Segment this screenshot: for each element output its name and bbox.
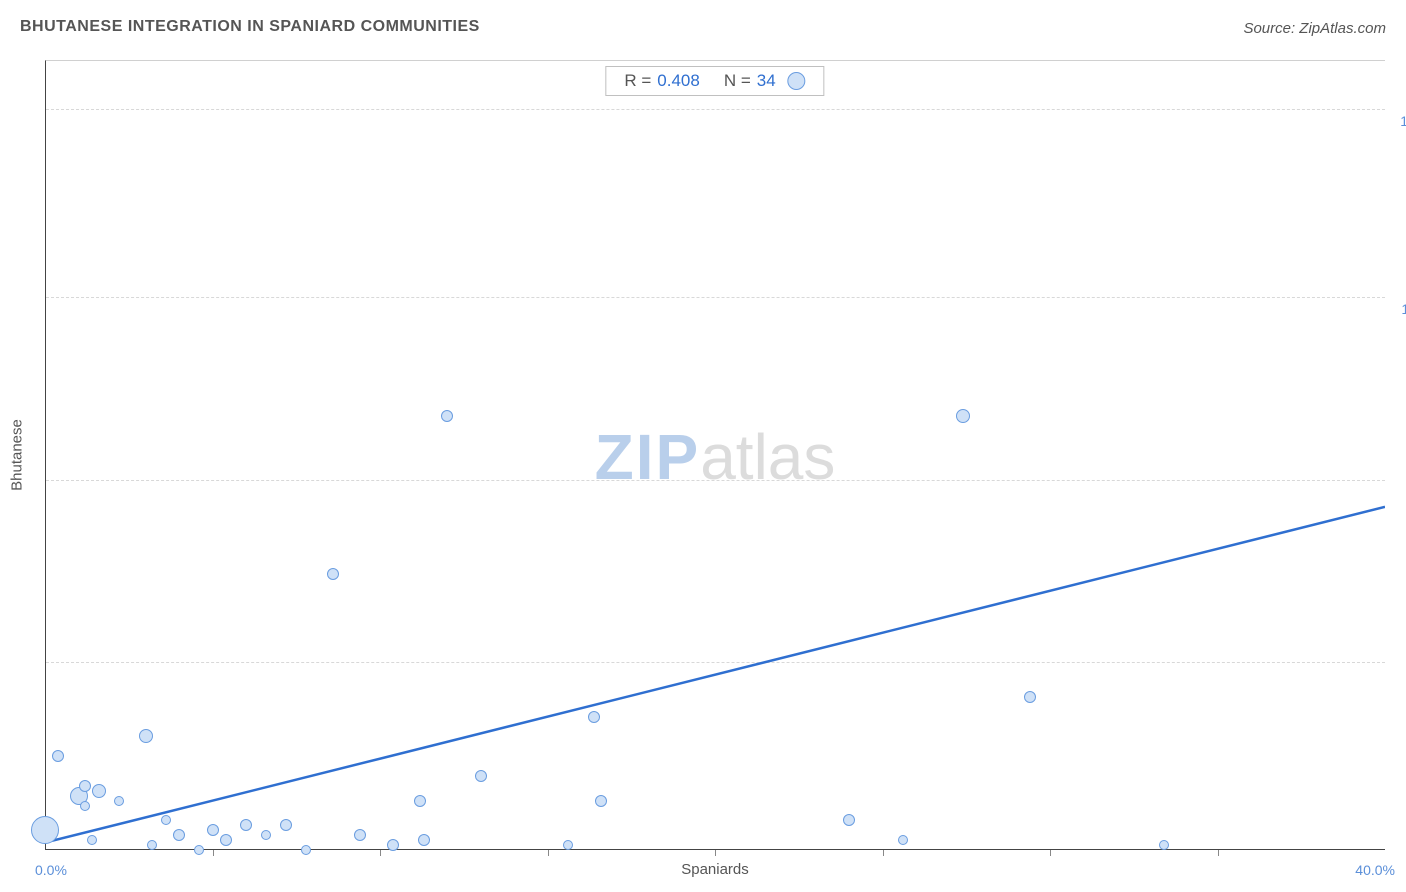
x-tick xyxy=(213,850,214,856)
scatter-point xyxy=(898,835,908,845)
scatter-point xyxy=(595,795,607,807)
n-label: N = xyxy=(724,71,751,91)
gridline-h xyxy=(46,109,1385,110)
scatter-point xyxy=(588,711,600,723)
scatter-point xyxy=(114,796,124,806)
header: BHUTANESE INTEGRATION IN SPANIARD COMMUN… xyxy=(20,18,1386,48)
stats-box: R = 0.408 N = 34 xyxy=(605,66,824,96)
scatter-point xyxy=(354,829,366,841)
x-min-label: 0.0% xyxy=(35,862,67,878)
y-tick-label: 15.0% xyxy=(1390,113,1406,129)
r-label: R = xyxy=(624,71,651,91)
scatter-point xyxy=(1024,691,1036,703)
scatter-point xyxy=(87,835,97,845)
n-value: 34 xyxy=(757,71,776,91)
scatter-point xyxy=(240,819,252,831)
scatter-point xyxy=(327,568,339,580)
scatter-point xyxy=(207,824,219,836)
r-value: 0.408 xyxy=(657,71,700,91)
gridline-h xyxy=(46,662,1385,663)
scatter-point xyxy=(194,845,204,855)
x-tick xyxy=(548,850,549,856)
chart-title: BHUTANESE INTEGRATION IN SPANIARD COMMUN… xyxy=(20,18,480,35)
y-axis-label: Bhutanese xyxy=(9,419,26,491)
scatter-point xyxy=(261,830,271,840)
x-tick xyxy=(1218,850,1219,856)
scatter-point xyxy=(161,815,171,825)
scatter-point xyxy=(220,834,232,846)
chart-container: BHUTANESE INTEGRATION IN SPANIARD COMMUN… xyxy=(0,0,1406,892)
x-max-label: 40.0% xyxy=(1355,862,1395,878)
scatter-point xyxy=(173,829,185,841)
gridline-h xyxy=(46,297,1385,298)
x-axis-label: Spaniards xyxy=(681,861,749,878)
scatter-point xyxy=(441,410,453,422)
scatter-point xyxy=(956,409,970,423)
scatter-point xyxy=(843,814,855,826)
x-tick xyxy=(715,850,716,856)
y-tick-label: 11.2% xyxy=(1390,301,1406,317)
x-tick xyxy=(1050,850,1051,856)
scatter-point xyxy=(387,839,399,851)
scatter-point xyxy=(92,784,106,798)
scatter-point xyxy=(475,770,487,782)
scatter-point xyxy=(301,845,311,855)
y-tick-label: 7.5% xyxy=(1390,484,1406,500)
scatter-point xyxy=(139,729,153,743)
gridline-h xyxy=(46,480,1385,481)
scatter-point xyxy=(79,780,91,792)
scatter-point xyxy=(418,834,430,846)
source-label: Source: ZipAtlas.com xyxy=(1243,20,1386,37)
plot-area: 3.8%7.5%11.2%15.0% ZIPatlas R = 0.408 N … xyxy=(45,60,1385,850)
x-tick xyxy=(380,850,381,856)
sample-point-icon xyxy=(788,72,806,90)
scatter-point xyxy=(52,750,64,762)
y-tick-label: 3.8% xyxy=(1390,666,1406,682)
scatter-point xyxy=(563,840,573,850)
scatter-point xyxy=(80,801,90,811)
scatter-point xyxy=(31,816,59,844)
scatter-point xyxy=(280,819,292,831)
scatter-point xyxy=(147,840,157,850)
scatter-point xyxy=(414,795,426,807)
plot-border xyxy=(45,60,1385,850)
x-tick xyxy=(883,850,884,856)
scatter-point xyxy=(1159,840,1169,850)
